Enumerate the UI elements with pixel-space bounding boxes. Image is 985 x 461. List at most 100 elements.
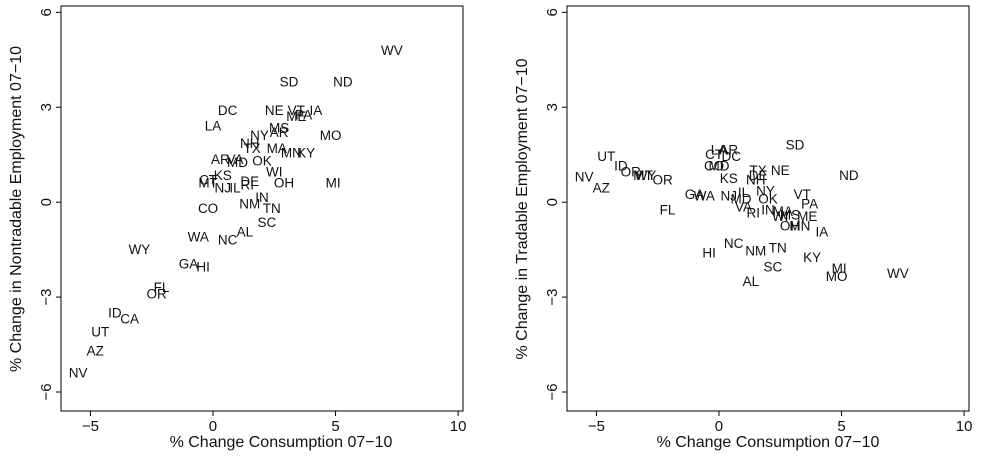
point-label-mn: MN bbox=[281, 146, 302, 161]
point-label-ky: KY bbox=[803, 250, 821, 265]
point-label-nm: NM bbox=[239, 196, 260, 211]
point-label-hi: HI bbox=[702, 245, 716, 260]
point-label-ri: RI bbox=[747, 206, 761, 221]
point-label-nv: NV bbox=[69, 366, 88, 381]
point-label-vt: VT bbox=[288, 103, 305, 118]
point-label-nh: NH bbox=[746, 173, 766, 188]
point-label-ms: MS bbox=[269, 120, 289, 135]
x-tick-label: −5 bbox=[588, 418, 605, 435]
point-label-nv: NV bbox=[575, 169, 594, 184]
point-label-nd: ND bbox=[839, 168, 859, 183]
nontradable-scatter-panel: % Change Consumption 07−10 % Change in N… bbox=[8, 5, 467, 451]
point-label-al: AL bbox=[743, 274, 760, 289]
x-tick-label: 5 bbox=[331, 418, 339, 435]
point-label-wv: WV bbox=[887, 266, 909, 281]
point-label-sd: SD bbox=[280, 74, 299, 89]
x-tick-label: −5 bbox=[82, 418, 99, 435]
point-label-fl: FL bbox=[154, 280, 170, 295]
point-label-nj: NJ bbox=[215, 180, 232, 195]
point-label-mi: MI bbox=[326, 176, 341, 191]
point-label-ma: MA bbox=[267, 141, 287, 156]
point-label-ia: IA bbox=[310, 103, 323, 118]
point-label-md: MD bbox=[227, 155, 248, 170]
point-label-sc: SC bbox=[764, 260, 783, 275]
point-label-pa: PA bbox=[801, 196, 818, 211]
point-label-il: IL bbox=[738, 185, 750, 200]
point-label-wy: WY bbox=[635, 168, 657, 183]
point-label-ar: AR bbox=[719, 142, 738, 157]
plot-frame bbox=[566, 5, 970, 412]
point-label-id: ID bbox=[614, 158, 628, 173]
point-label-mi: MI bbox=[832, 261, 847, 276]
point-label-oh: OH bbox=[780, 218, 800, 233]
point-label-nj: NJ bbox=[721, 188, 738, 203]
point-label-ne: NE bbox=[771, 163, 790, 178]
y-tick-label: 6 bbox=[38, 8, 55, 16]
point-label-oh: OH bbox=[274, 176, 294, 191]
point-label-de: DE bbox=[749, 168, 768, 183]
plot-frame bbox=[60, 5, 464, 412]
point-label-va: VA bbox=[735, 199, 752, 214]
point-label-mt: MT bbox=[198, 176, 218, 191]
point-label-il: IL bbox=[229, 180, 241, 195]
y-tick-label: −3 bbox=[544, 289, 561, 306]
point-label-wi: WI bbox=[772, 209, 789, 224]
point-label-ga: GA bbox=[179, 256, 199, 271]
point-label-md: MD bbox=[708, 158, 729, 173]
point-label-pa: PA bbox=[295, 108, 312, 123]
point-label-nm: NM bbox=[745, 244, 766, 259]
point-label-nc: NC bbox=[724, 236, 744, 251]
y-axis-title: % Change in Tradable Employment 07−10 bbox=[514, 58, 531, 359]
y-tick-label: 0 bbox=[544, 198, 561, 206]
point-label-co: CO bbox=[198, 201, 218, 216]
point-label-ky: KY bbox=[297, 146, 315, 161]
point-label-ok: OK bbox=[758, 192, 778, 207]
point-label-tx: TX bbox=[750, 163, 767, 178]
point-label-ok: OK bbox=[252, 154, 272, 169]
x-tick-label: 5 bbox=[837, 418, 845, 435]
point-label-ga: GA bbox=[685, 187, 705, 202]
y-tick-label: −3 bbox=[38, 289, 55, 306]
y-tick-label: −6 bbox=[38, 383, 55, 400]
point-label-ct: CT bbox=[705, 147, 723, 162]
point-label-ia: IA bbox=[816, 225, 829, 240]
point-label-ct: CT bbox=[199, 173, 217, 188]
point-label-mn: MN bbox=[789, 218, 810, 233]
point-label-or: OR bbox=[652, 173, 673, 188]
point-label-vt: VT bbox=[794, 187, 811, 202]
y-tick-label: 3 bbox=[544, 103, 561, 111]
point-label-wi: WI bbox=[266, 165, 283, 180]
point-label-ut: UT bbox=[597, 149, 615, 164]
point-label-ny: NY bbox=[756, 184, 775, 199]
point-label-ne: NE bbox=[265, 103, 284, 118]
point-label-nd: ND bbox=[333, 74, 353, 89]
point-label-ar: AR bbox=[211, 152, 230, 167]
point-label-tn: TN bbox=[263, 201, 281, 216]
point-label-wy: WY bbox=[129, 242, 151, 257]
x-tick-label: 0 bbox=[209, 418, 217, 435]
point-label-ut: UT bbox=[91, 324, 109, 339]
point-label-az: AZ bbox=[593, 180, 610, 195]
point-label-or: OR bbox=[621, 165, 642, 180]
point-label-sd: SD bbox=[786, 138, 805, 153]
point-label-mo: MO bbox=[826, 269, 848, 284]
y-tick-label: 3 bbox=[38, 103, 55, 111]
point-label-ca: CA bbox=[120, 312, 139, 327]
y-tick-label: −6 bbox=[544, 383, 561, 400]
x-axis-title: % Change Consumption 07−10 bbox=[657, 434, 880, 451]
tradable-scatter-panel: % Change Consumption 07−10 % Change in T… bbox=[514, 5, 972, 451]
x-tick-label: 10 bbox=[450, 418, 467, 435]
point-label-in: IN bbox=[255, 190, 269, 205]
point-label-al: AL bbox=[237, 225, 254, 240]
point-label-sc: SC bbox=[258, 215, 277, 230]
point-label-ms: MS bbox=[780, 207, 800, 222]
x-tick-label: 0 bbox=[715, 418, 723, 435]
point-label-la: LA bbox=[205, 119, 222, 134]
point-label-la: LA bbox=[711, 142, 728, 157]
point-label-ny: NY bbox=[250, 128, 269, 143]
point-label-mt: MT bbox=[633, 168, 653, 183]
y-tick-label: 6 bbox=[544, 8, 561, 16]
point-label-nc: NC bbox=[218, 233, 238, 248]
point-label-wv: WV bbox=[381, 43, 403, 58]
